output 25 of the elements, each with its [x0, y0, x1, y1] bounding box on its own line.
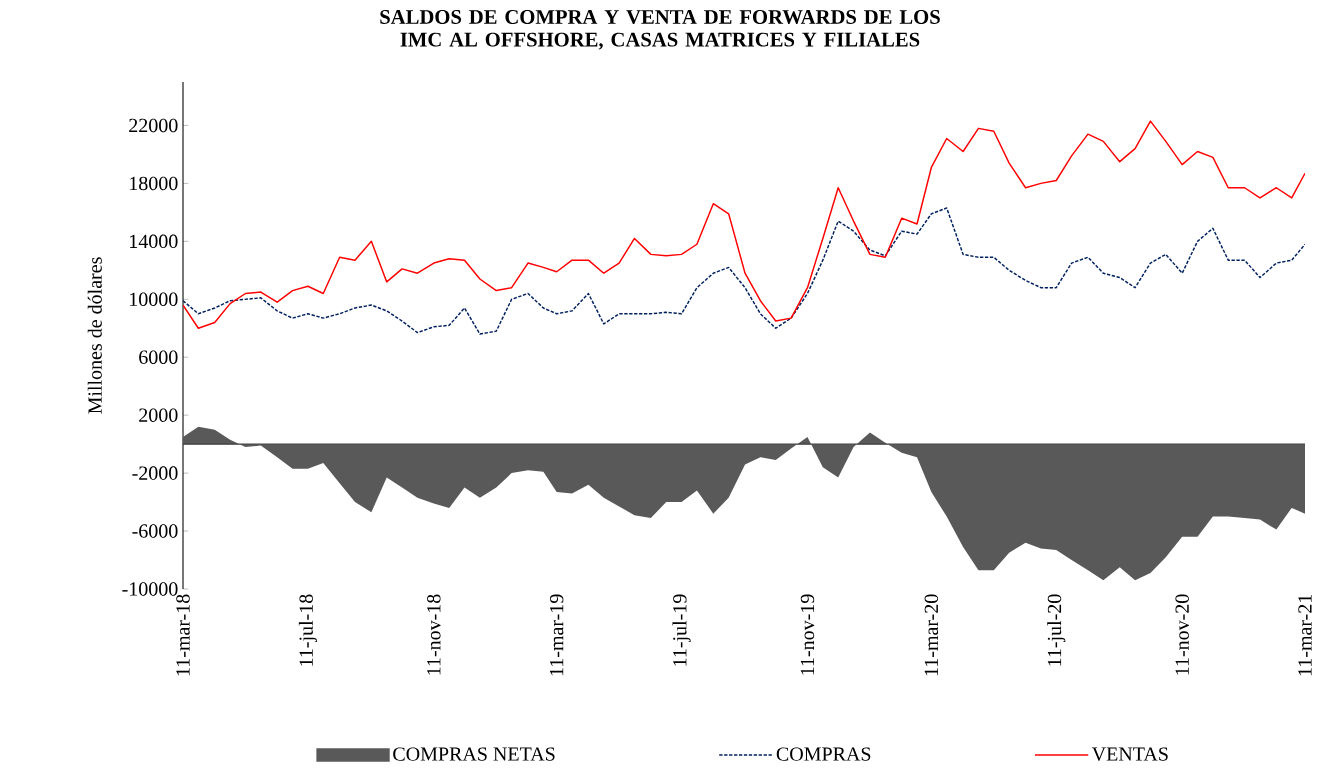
x-tick-label: 11-nov-18 — [427, 594, 441, 675]
y-tick-label: -10000 — [122, 582, 178, 596]
x-tick-label: 11-nov-19 — [800, 594, 815, 675]
y-tick-label: 6000 — [139, 350, 178, 364]
y-tick-label: 22000 — [129, 118, 178, 133]
y-tick-label: 14000 — [130, 234, 178, 249]
x-tick-label: 11-mar-21 — [1298, 594, 1312, 676]
legend-label: VENTAS — [1091, 747, 1168, 761]
legend-label: COMPRAS — [776, 747, 871, 761]
x-tick-label: 11-mar-18 — [176, 594, 190, 676]
x-tick-label: 11-mar-20 — [924, 594, 939, 676]
y-tick-label: 2000 — [139, 408, 178, 422]
line-series — [183, 120, 1306, 329]
y-tick-label: -2000 — [132, 466, 178, 480]
x-tick-label: 11-nov-20 — [1175, 594, 1189, 675]
y-axis-title: Millones de dólares — [87, 257, 102, 414]
x-tick-label: 11-jul-19 — [672, 594, 691, 666]
x-tick-label: 11-mar-19 — [549, 594, 564, 676]
y-tick-label: 18000 — [130, 176, 178, 191]
legend-label: COMPRAS NETAS — [393, 747, 555, 761]
x-tick-label: 11-jul-20 — [1047, 594, 1066, 666]
chart-title: SALDOS DE COMPRA Y VENTA DE FORWARDS DE LOS IMC AL OFFSHORE, CASAS MATRICES Y FILIALES — [380, 10, 940, 50]
y-tick-label: -6000 — [132, 524, 178, 538]
y-tick-label: 10000 — [130, 292, 178, 307]
x-tick-label: 11-jul-18 — [298, 594, 317, 666]
